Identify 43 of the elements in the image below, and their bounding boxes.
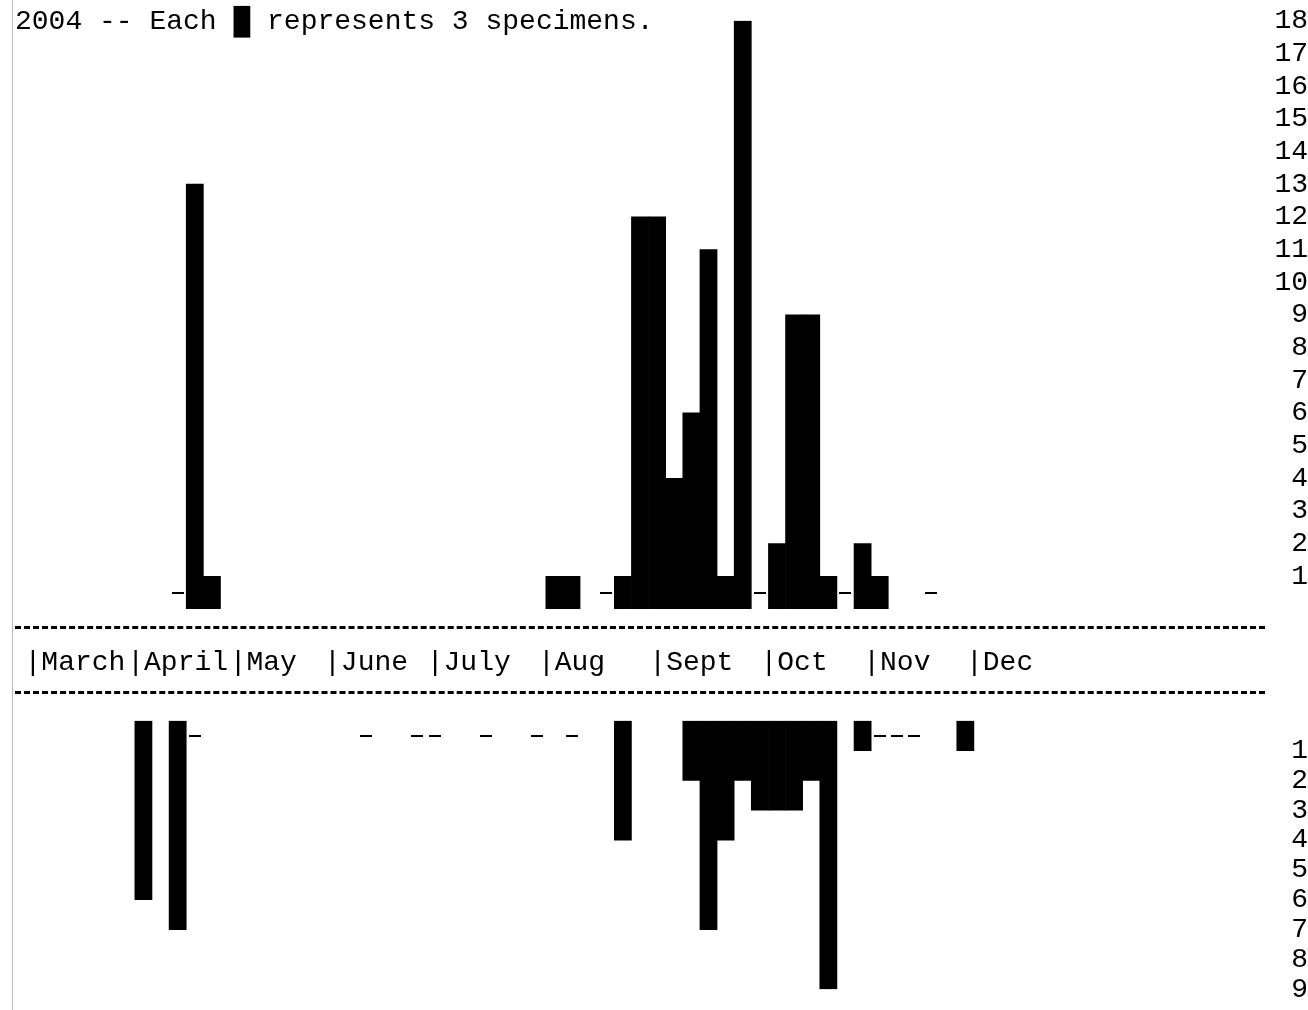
- y-tick-label: 11: [1274, 233, 1308, 265]
- x-tick-label: |May: [229, 647, 297, 679]
- y-tick-label: 5: [1291, 854, 1308, 886]
- x-tick-label: |June: [324, 647, 409, 679]
- y-tick-label: 5: [1291, 430, 1308, 462]
- y-tick-label: 18: [1274, 5, 1308, 37]
- y-tick-label: 6: [1291, 397, 1308, 429]
- y-tick-label: 10: [1274, 266, 1308, 298]
- y-tick-label: 16: [1274, 70, 1308, 102]
- y-tick-label: 1: [1291, 735, 1308, 767]
- x-tick-label: |Sept: [649, 647, 734, 679]
- y-tick-label: 2: [1291, 764, 1308, 796]
- bar: [134, 720, 153, 901]
- x-tick-label: |Aug: [537, 647, 606, 679]
- x-tick-label: |July: [426, 647, 511, 679]
- y-tick-label: 13: [1274, 168, 1308, 200]
- y-tick-label: 3: [1291, 794, 1308, 826]
- y-tick-label: 3: [1291, 495, 1308, 527]
- y-tick-label: 9: [1291, 973, 1308, 1005]
- y-tick-label: 6: [1291, 884, 1308, 916]
- y-tick-label: 9: [1291, 299, 1308, 331]
- x-tick-label: |Oct: [760, 647, 828, 679]
- y-tick-label: 7: [1291, 913, 1308, 945]
- y-tick-label: 7: [1291, 364, 1308, 396]
- bar: [168, 720, 187, 930]
- y-tick-label: 15: [1274, 103, 1308, 135]
- y-tick-label: 8: [1291, 331, 1308, 363]
- bar: [956, 720, 975, 751]
- chart-title: 2004 -- Each █ represents 3 specimens.: [15, 6, 654, 38]
- y-tick-label: 1: [1291, 560, 1308, 592]
- bar: [613, 720, 632, 841]
- x-tick-label: |Nov: [863, 647, 931, 679]
- x-tick-label: |Dec: [965, 647, 1034, 679]
- y-tick-label: 4: [1291, 824, 1308, 856]
- y-tick-label: 4: [1291, 462, 1308, 494]
- y-tick-label: 8: [1291, 943, 1308, 975]
- x-tick-label: |March: [24, 647, 126, 679]
- bar: [853, 720, 872, 751]
- y-tick-label: 2: [1291, 528, 1308, 560]
- y-tick-label: 17: [1274, 37, 1308, 69]
- x-tick-label: |April: [127, 647, 229, 679]
- y-tick-label: 14: [1274, 135, 1308, 167]
- y-tick-label: 12: [1274, 201, 1308, 233]
